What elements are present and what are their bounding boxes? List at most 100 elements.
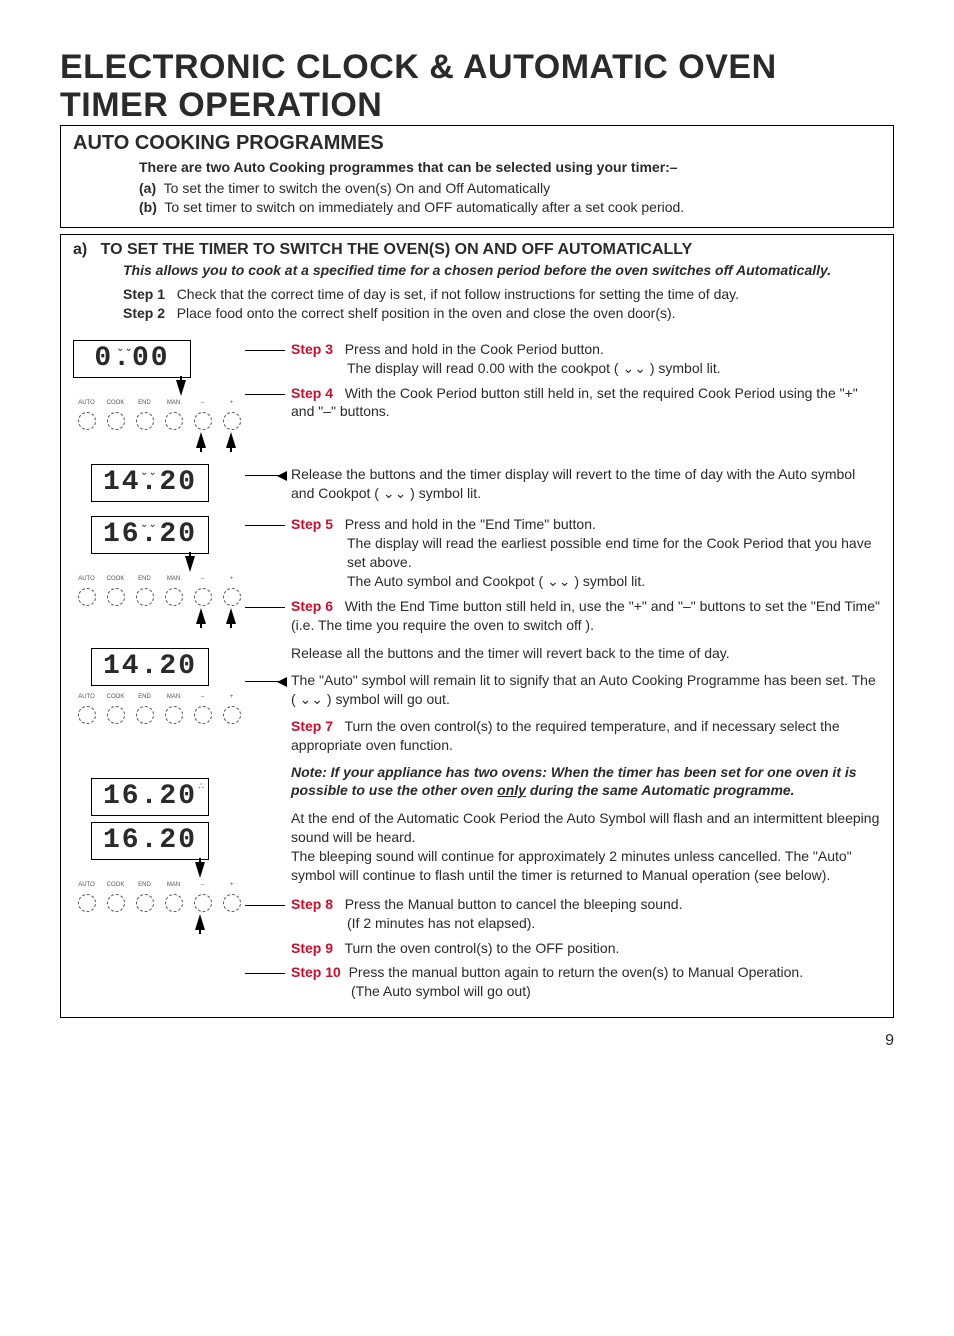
cookpot-icon: ⌄⌄ <box>140 519 157 530</box>
auto-button-icon <box>78 588 96 606</box>
step-8-text1: Press the Manual button to cancel the bl… <box>345 896 683 912</box>
auto-button-icon <box>78 706 96 724</box>
end-para2: The bleeping sound will continue for app… <box>291 847 881 885</box>
step-3-label: Step 3 <box>291 341 333 357</box>
auto-cooking-heading: AUTO COOKING PROGRAMMES <box>73 132 881 155</box>
page-title-line2: TIMER OPERATION <box>60 88 894 124</box>
end-button-icon <box>136 588 154 606</box>
auto-button-icon <box>78 412 96 430</box>
end-button-icon <box>136 706 154 724</box>
cookpot-icon: ⌄⌄ <box>140 467 157 478</box>
connector-line <box>245 905 285 906</box>
step-10-row: Step 10 Press the manual button again to… <box>245 963 881 1001</box>
connector-arrow <box>245 681 285 682</box>
timer-display-1420: ⌄⌄ 14.20 <box>91 464 209 502</box>
step-7-text: Turn the oven control(s) to the required… <box>291 718 840 753</box>
timer-display-000: ⌄⌄ 0.00 <box>73 340 191 378</box>
connector-line <box>245 394 285 395</box>
step-7-row: Step 7 Turn the oven control(s) to the r… <box>245 717 881 755</box>
connector-line <box>245 607 285 608</box>
up-arrow-icon <box>195 914 205 930</box>
cookpot-icon: ⌄⌄ <box>116 343 133 354</box>
minus-button-icon <box>194 412 212 430</box>
display-block-5: ∴ 16.20 16.20 AUTO COOK END MAN – + <box>73 778 245 930</box>
step-9-row: Step 9 Turn the oven control(s) to the O… <box>245 939 881 958</box>
cook-button-icon <box>107 894 125 912</box>
display-block-4: 14.20 AUTO COOK END MAN – + <box>73 648 245 724</box>
section-a-box: a) TO SET THE TIMER TO SWITCH THE OVEN(S… <box>60 234 894 1018</box>
timer-display-1420-auto: 14.20 <box>91 648 209 686</box>
step-4-text: With the Cook Period button still held i… <box>291 385 858 420</box>
cook-button-icon <box>107 706 125 724</box>
page-number: 9 <box>60 1032 894 1050</box>
cook-button-icon <box>107 588 125 606</box>
top-step2-label: Step 2 <box>123 305 165 321</box>
timer-display-1620: ⌄⌄ 16.20 <box>91 516 209 554</box>
plus-button-icon <box>223 706 241 724</box>
step-6-text: With the End Time button still held in, … <box>291 598 880 633</box>
intro-a-label: (a) <box>139 180 156 196</box>
step-10-label: Step 10 <box>291 964 341 980</box>
section-a-title: a) TO SET THE TIMER TO SWITCH THE OVEN(S… <box>73 241 881 259</box>
up-arrow-icon <box>196 608 206 624</box>
up-arrow-icon <box>226 432 236 448</box>
top-step1-label: Step 1 <box>123 286 165 302</box>
intro-item-a: (a) To set the timer to switch the oven(… <box>139 179 881 198</box>
top-step-1: Step 1 Check that the correct time of da… <box>123 285 881 303</box>
step-10-text1: Press the manual button again to return … <box>349 964 804 980</box>
intro-subtitle: There are two Auto Cooking programmes th… <box>139 159 881 175</box>
intro-b-text: To set timer to switch on immediately an… <box>164 199 684 215</box>
page-title-line1: ELECTRONIC CLOCK & AUTOMATIC OVEN <box>60 50 894 86</box>
auto-button-icon <box>78 894 96 912</box>
top-step2-text: Place food onto the correct shelf positi… <box>177 305 676 321</box>
plus-button-icon <box>223 588 241 606</box>
step-8-row: Step 8 Press the Manual button to cancel… <box>245 895 881 933</box>
button-row-3: AUTO COOK END MAN – + <box>73 694 245 724</box>
minus-button-icon <box>194 706 212 724</box>
connector-arrow <box>245 475 285 476</box>
display-block-2: ⌄⌄ 14.20 <box>73 464 245 502</box>
release-1-row: Release the buttons and the timer displa… <box>245 465 881 503</box>
end-button-icon <box>136 412 154 430</box>
timer-display-1620-flash: ∴ 16.20 <box>91 778 209 816</box>
plus-button-icon <box>223 412 241 430</box>
connector-line <box>245 525 285 526</box>
step-5-text1: Press and hold in the "End Time" button. <box>345 516 596 532</box>
minus-button-icon <box>194 894 212 912</box>
down-arrow-icon <box>117 380 245 396</box>
end-button-icon <box>136 894 154 912</box>
step-5-row: Step 5 Press and hold in the "End Time" … <box>245 515 881 591</box>
step-10-text2: (The Auto symbol will go out) <box>351 982 531 1001</box>
plus-button-icon <box>223 894 241 912</box>
step-5-text2: The display will read the earliest possi… <box>347 534 881 572</box>
cook-button-icon <box>107 412 125 430</box>
down-arrow-icon <box>155 862 245 878</box>
minus-button-icon <box>194 588 212 606</box>
step-8-label: Step 8 <box>291 896 333 912</box>
connector-line <box>245 973 285 974</box>
step-8-text2: (If 2 minutes has not elapsed). <box>347 914 535 933</box>
end-para1: At the end of the Automatic Cook Period … <box>291 809 881 847</box>
display-block-1: ⌄⌄ 0.00 AUTO COOK END MAN – + <box>73 340 245 450</box>
two-ovens-note: Note: If your appliance has two ovens: W… <box>291 763 881 799</box>
step-6-label: Step 6 <box>291 598 333 614</box>
button-row-4: AUTO COOK END MAN – + <box>73 882 245 912</box>
button-row-1: AUTO COOK END MAN – + <box>73 400 245 430</box>
steps-column: Step 3 Press and hold in the Cook Period… <box>245 340 881 1008</box>
main-content: ⌄⌄ 0.00 AUTO COOK END MAN – + <box>73 340 881 1008</box>
display-6-value: 16.20 <box>103 825 197 856</box>
display-5-value: 16.20 <box>103 781 197 812</box>
sec-a-title-text: TO SET THE TIMER TO SWITCH THE OVEN(S) O… <box>101 241 693 258</box>
release-2-text: Release all the buttons and the timer wi… <box>291 644 881 663</box>
intro-box: AUTO COOKING PROGRAMMES There are two Au… <box>60 125 894 228</box>
man-button-icon <box>165 894 183 912</box>
up-arrow-icon <box>226 608 236 624</box>
top-step-2: Step 2 Place food onto the correct shelf… <box>123 304 881 322</box>
down-arrow-icon <box>135 556 245 572</box>
step-6-row: Step 6 With the End Time button still he… <box>245 597 881 635</box>
step-5-text3: The Auto symbol and Cookpot ( ⌄⌄ ) symbo… <box>347 572 645 591</box>
display-4-value: 14.20 <box>103 651 197 682</box>
display-block-3: ⌄⌄ 16.20 AUTO COOK END MAN – + <box>73 516 245 626</box>
step-3-row: Step 3 Press and hold in the Cook Period… <box>245 340 881 378</box>
button-row-2: AUTO COOK END MAN – + <box>73 576 245 606</box>
